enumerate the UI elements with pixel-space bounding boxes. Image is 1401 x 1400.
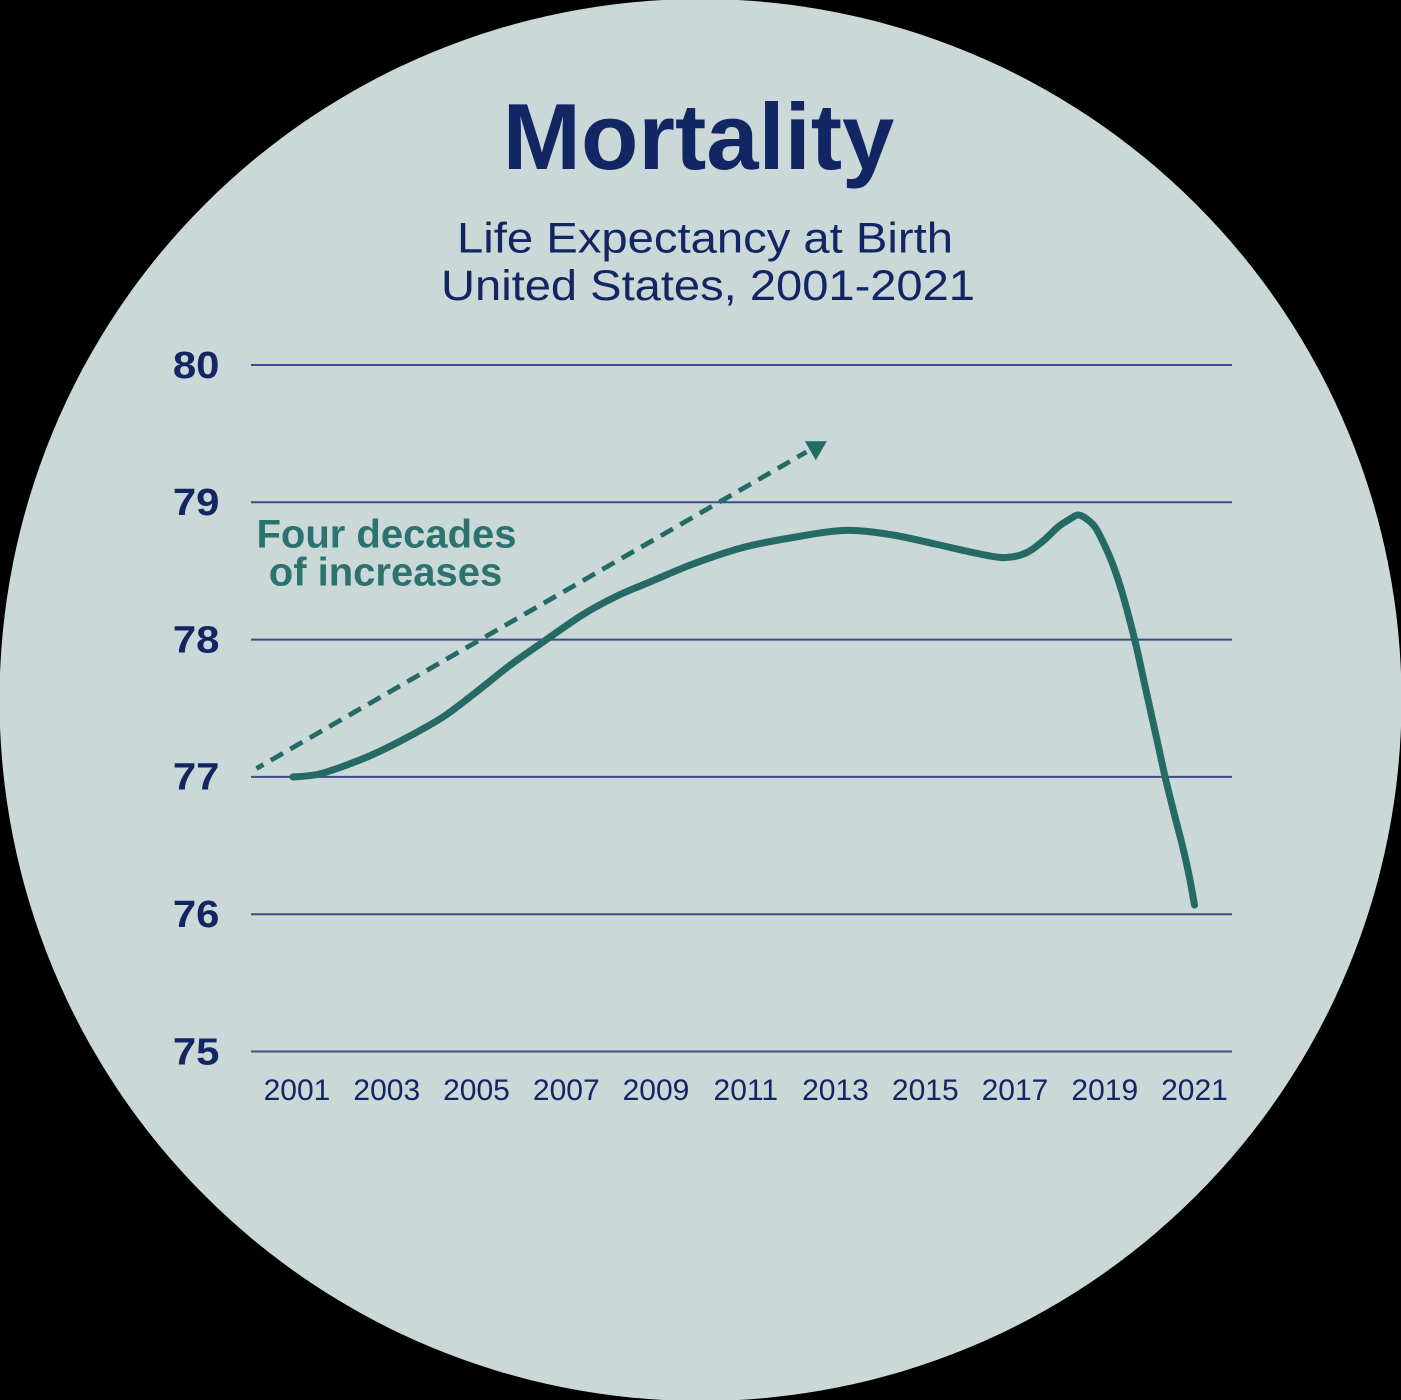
svg-text:77: 77 [173,757,220,799]
svg-text:2003: 2003 [353,1074,420,1107]
svg-text:80: 80 [173,345,220,387]
svg-text:2007: 2007 [533,1074,600,1107]
svg-text:2017: 2017 [982,1074,1049,1107]
svg-text:of increases: of increases [269,551,502,595]
svg-text:2011: 2011 [714,1074,779,1107]
svg-text:2021: 2021 [1161,1074,1228,1107]
svg-text:78: 78 [173,619,220,661]
svg-text:2005: 2005 [443,1074,510,1107]
svg-text:75: 75 [173,1031,220,1073]
svg-text:2009: 2009 [623,1074,690,1107]
svg-text:Life Expectancy at Birth: Life Expectancy at Birth [457,215,953,263]
svg-text:2001: 2001 [264,1074,331,1107]
svg-text:United States, 2001-2021: United States, 2001-2021 [441,262,975,310]
svg-text:2019: 2019 [1071,1074,1138,1107]
svg-text:Mortality: Mortality [503,84,895,189]
svg-text:2015: 2015 [892,1074,959,1107]
svg-text:79: 79 [173,482,220,524]
svg-text:2013: 2013 [802,1074,869,1107]
svg-text:76: 76 [173,894,220,936]
svg-text:Four decades: Four decades [256,513,516,557]
